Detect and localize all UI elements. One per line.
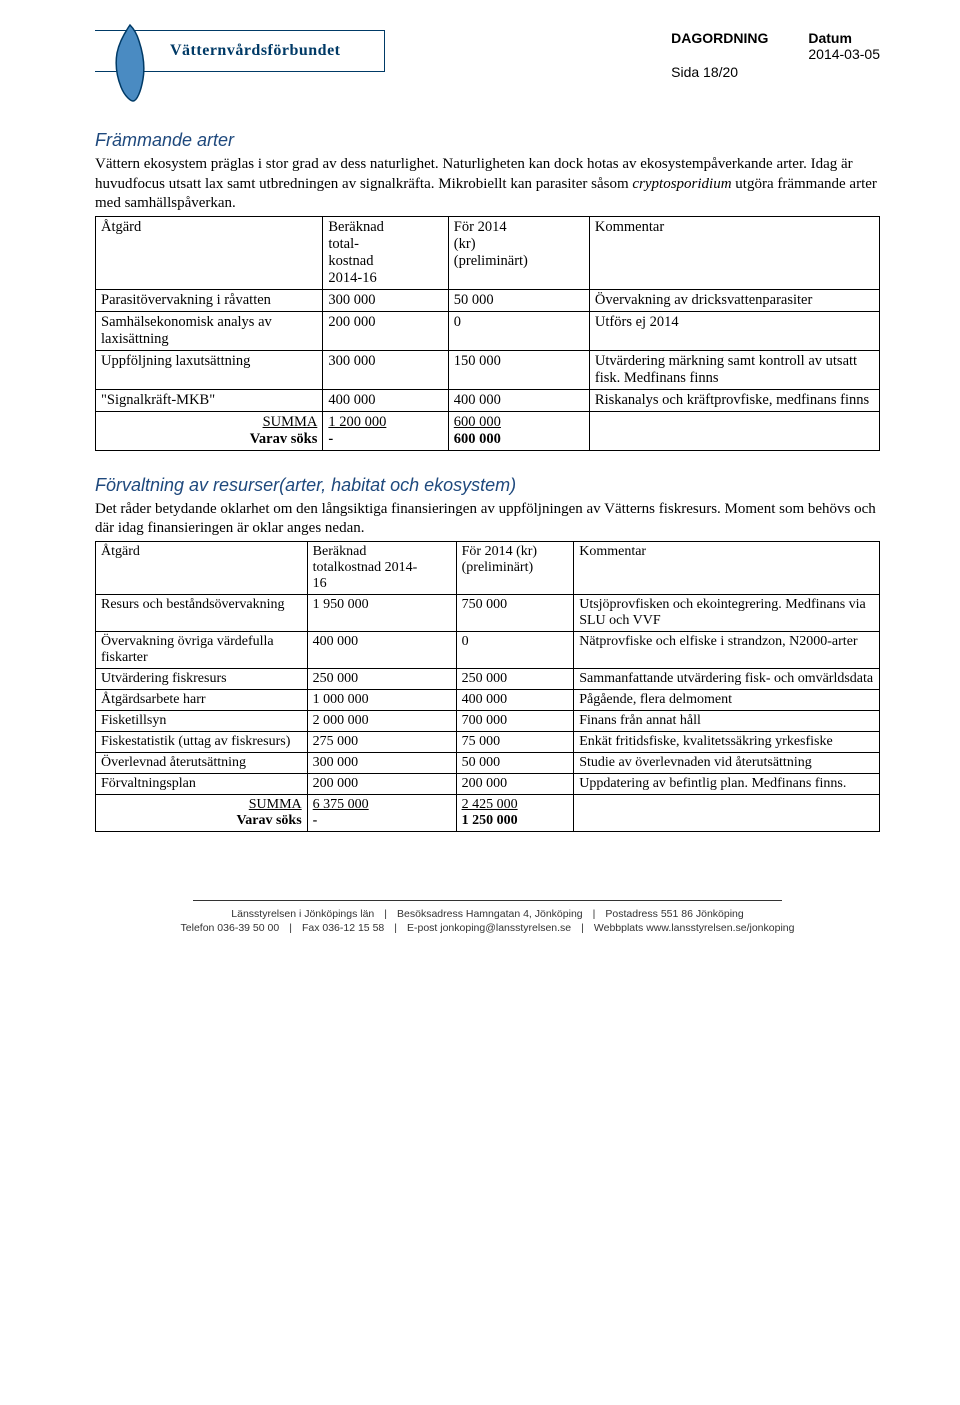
table-forvaltning: Åtgärd Beräknad totalkostnad 2014- 16 Fö… <box>95 541 880 832</box>
intro-paragraph: Vättern ekosystem präglas i stor grad av… <box>95 155 880 214</box>
th-action: Åtgärd <box>96 541 308 594</box>
table-row: Utvärdering fiskresurs250 000250 000Samm… <box>96 668 880 689</box>
table-sum-row: SUMMA Varav söks 1 200 000 - 600 000 600… <box>96 411 880 450</box>
page-header: Vätternvårdsförbundet DAGORDNING Sida 18… <box>95 30 880 80</box>
th-action: Åtgärd <box>96 216 323 289</box>
section-title: Förvaltning av resurser(arter, habitat o… <box>95 475 880 496</box>
table-row: Samhälsekonomisk analys av laxisättning2… <box>96 311 880 350</box>
section-forvaltning: Förvaltning av resurser(arter, habitat o… <box>95 475 880 832</box>
table-frammande: Åtgärd Beräknad total- kostnad 2014-16 F… <box>95 216 880 451</box>
logo-text: Vätternvårdsförbundet <box>170 42 341 60</box>
doc-type: DAGORDNING <box>671 30 768 46</box>
section-title: Främmande arter <box>95 130 880 151</box>
th-comment: Kommentar <box>574 541 880 594</box>
footer-divider <box>193 900 782 901</box>
table-header-row: Åtgärd Beräknad totalkostnad 2014- 16 Fö… <box>96 541 880 594</box>
date-value: 2014-03-05 <box>808 46 880 62</box>
logo-box: Vätternvårdsförbundet <box>95 30 385 72</box>
footer-line-2: Telefon 036-39 50 00|Fax 036-12 15 58|E-… <box>95 921 880 936</box>
th-cost: Beräknad totalkostnad 2014- 16 <box>307 541 456 594</box>
table-row: Parasitövervakning i råvatten300 00050 0… <box>96 289 880 311</box>
footer-line-1: Länsstyrelsen i Jönköpings län|Besöksadr… <box>95 907 880 922</box>
table-row: Överlevnad återutsättning300 00050 000St… <box>96 752 880 773</box>
table-row: Åtgärdsarbete harr1 000 000400 000Pågåen… <box>96 689 880 710</box>
page-number: Sida 18/20 <box>671 64 768 80</box>
soks-label: Varav söks <box>236 813 301 828</box>
table-sum-row: SUMMA Varav söks 6 375 000 - 2 425 000 1… <box>96 794 880 831</box>
th-comment: Kommentar <box>589 216 879 289</box>
section-frammande: Främmande arter Vättern ekosystem prägla… <box>95 130 880 451</box>
page: Vätternvårdsförbundet DAGORDNING Sida 18… <box>0 0 960 966</box>
table-row: Resurs och beståndsövervakning1 950 0007… <box>96 594 880 631</box>
intro-paragraph: Det råder betydande oklarhet om den lång… <box>95 500 880 539</box>
header-meta: DAGORDNING Sida 18/20 Datum 2014-03-05 <box>671 30 880 80</box>
table-row: Uppföljning laxutsättning300 000150 000U… <box>96 350 880 389</box>
table-row: Fisketillsyn2 000 000700 000Finans från … <box>96 710 880 731</box>
table-header-row: Åtgärd Beräknad total- kostnad 2014-16 F… <box>96 216 880 289</box>
table-row: Övervakning övriga värdefulla fiskarter4… <box>96 631 880 668</box>
lake-logo-icon <box>105 23 155 108</box>
table-row: Förvaltningsplan200 000200 000Uppdaterin… <box>96 773 880 794</box>
table-row: "Signalkräft-MKB"400 000400 000Riskanaly… <box>96 389 880 411</box>
th-2014: För 2014 (kr) (preliminärt) <box>448 216 589 289</box>
th-cost: Beräknad total- kostnad 2014-16 <box>323 216 448 289</box>
date-label: Datum <box>808 30 880 46</box>
soks-label: Varav söks <box>250 431 318 447</box>
page-footer: Länsstyrelsen i Jönköpings län|Besöksadr… <box>95 892 880 936</box>
intro-italic: cryptosporidium <box>632 176 731 192</box>
th-2014: För 2014 (kr) (preliminärt) <box>456 541 574 594</box>
table-row: Fiskestatistik (uttag av fiskresurs)275 … <box>96 731 880 752</box>
sum-label: SUMMA <box>263 414 318 430</box>
sum-label: SUMMA <box>249 797 302 812</box>
